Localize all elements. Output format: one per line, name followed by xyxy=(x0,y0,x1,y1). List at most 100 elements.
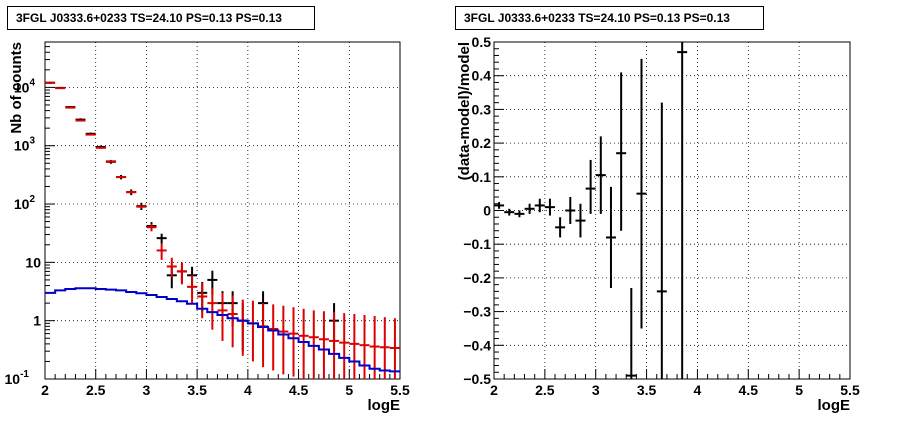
data-point xyxy=(379,317,390,379)
residuals-chart-panel: 3FGL J0333.6+0233 TS=24.10 PS=0.13 PS=0.… xyxy=(449,0,898,421)
data-point xyxy=(605,186,616,289)
chart-title: 3FGL J0333.6+0233 TS=24.10 PS=0.13 PS=0.… xyxy=(455,6,764,30)
y-tick-label: 10-1 xyxy=(5,369,30,387)
data-point xyxy=(504,208,515,216)
x-tick-label: 3 xyxy=(592,382,600,398)
data-point xyxy=(298,308,309,379)
x-tick-label: 4 xyxy=(244,382,252,398)
data-point xyxy=(126,190,137,194)
x-axis-title: logE xyxy=(818,397,851,414)
x-tick-label: 2 xyxy=(41,382,49,398)
data-point xyxy=(156,243,167,260)
series-1 xyxy=(45,81,400,379)
data-point xyxy=(187,275,198,305)
series-2 xyxy=(45,287,400,373)
data-point xyxy=(197,282,208,319)
y-tick-label: 1 xyxy=(33,313,41,329)
model-step-line xyxy=(45,287,400,373)
x-tick-label: 3 xyxy=(143,382,151,398)
data-point xyxy=(176,262,187,285)
data-point xyxy=(359,315,370,379)
y-tick-label: 102 xyxy=(14,194,36,212)
data-point xyxy=(45,81,56,84)
data-point xyxy=(616,72,627,231)
y-tick-label: 0.4 xyxy=(472,68,492,84)
y-tick-label: −0.4 xyxy=(463,337,491,353)
data-point xyxy=(268,304,279,371)
data-point xyxy=(207,288,218,330)
data-point xyxy=(595,136,606,214)
data-point xyxy=(677,42,688,379)
chart-title: 3FGL J0333.6+0233 TS=24.10 PS=0.13 PS=0.… xyxy=(7,6,315,30)
x-tick-label: 5.5 xyxy=(390,382,410,398)
x-tick-label: 2.5 xyxy=(535,382,555,398)
y-tick-label: 0.3 xyxy=(472,101,492,117)
series-0 xyxy=(45,81,340,352)
counts-chart-panel: 3FGL J0333.6+0233 TS=24.10 PS=0.13 PS=0.… xyxy=(5,6,410,414)
data-point xyxy=(585,159,596,214)
data-point xyxy=(555,217,566,238)
data-point xyxy=(524,203,535,214)
data-point xyxy=(156,233,167,244)
data-point xyxy=(318,311,329,379)
residuals-chart: 2 2.5 3 3.5 4 4.5 5 5.5 0.5 0.4 0.3 0.2 0.1 0 −0.1 −0.2… xyxy=(456,34,860,414)
data-point xyxy=(656,102,667,379)
y-tick-label: 0.2 xyxy=(472,135,492,151)
data-point xyxy=(227,295,238,348)
y-tick-label: 0.5 xyxy=(472,34,492,50)
y-tick-label: −0.1 xyxy=(463,236,491,252)
data-point xyxy=(105,160,116,163)
y-tick-label: −0.5 xyxy=(463,371,491,387)
data-point xyxy=(565,197,576,224)
plot-frame xyxy=(44,41,401,380)
y-tick-exponent: 4 xyxy=(29,77,35,88)
data-point xyxy=(75,119,86,122)
data-point xyxy=(247,300,258,362)
plot-frame xyxy=(493,41,851,380)
x-tick-label: 5.5 xyxy=(840,382,860,398)
y-tick-label: 0.1 xyxy=(472,169,492,185)
data-point xyxy=(217,292,228,341)
y-tick-exponent: -1 xyxy=(20,369,29,380)
x-tick-label: 3.5 xyxy=(637,382,657,398)
data-point xyxy=(349,314,360,379)
data-point xyxy=(55,87,66,90)
y-tick-exponent: 3 xyxy=(29,136,35,147)
y-tick-label: 0 xyxy=(483,203,491,219)
data-point xyxy=(166,257,177,278)
y-tick-label: −0.2 xyxy=(463,270,491,286)
data-point xyxy=(278,305,289,375)
data-point xyxy=(636,58,647,329)
data-point xyxy=(534,198,545,213)
data-point xyxy=(339,313,350,379)
data-point xyxy=(308,310,319,379)
x-tick-label: 4.5 xyxy=(289,382,309,398)
data-point xyxy=(514,210,525,218)
data-point xyxy=(136,205,147,209)
x-tick-label: 5 xyxy=(345,382,353,398)
x-tick-label: 4.5 xyxy=(739,382,759,398)
data-point xyxy=(258,303,269,368)
x-tick-label: 2.5 xyxy=(86,382,106,398)
x-tick-label: 5 xyxy=(795,382,803,398)
data-point xyxy=(329,312,340,379)
data-point xyxy=(575,203,586,238)
data-point xyxy=(95,146,106,149)
data-point xyxy=(237,299,248,356)
data-point xyxy=(494,202,505,209)
y-tick-label: 103 xyxy=(14,136,36,154)
grid xyxy=(494,42,850,379)
data-point xyxy=(288,307,299,377)
y-axis-title: Nb of counts xyxy=(8,42,25,134)
x-axis-title: logE xyxy=(368,397,401,414)
data-point xyxy=(544,198,555,216)
x-tick-label: 4 xyxy=(694,382,702,398)
data-point xyxy=(626,288,637,379)
x-tick-label: 2 xyxy=(490,382,498,398)
data-point xyxy=(116,176,127,179)
y-tick-label: 10 xyxy=(25,254,41,270)
x-tick-label: 3.5 xyxy=(187,382,207,398)
y-tick-exponent: 2 xyxy=(29,194,35,205)
series-0 xyxy=(494,42,688,379)
